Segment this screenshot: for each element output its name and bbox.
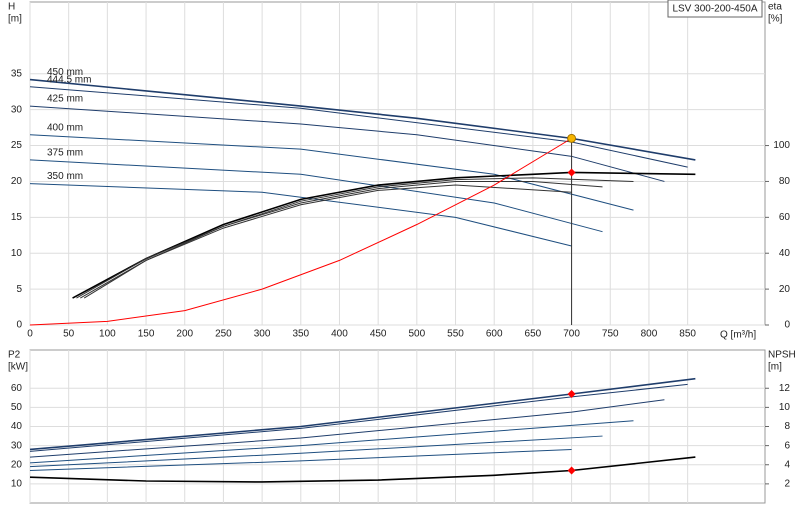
y2-tick-label: 10 <box>779 402 791 413</box>
series-line <box>72 171 696 299</box>
series-line <box>80 180 603 299</box>
y-tick-label: 0 <box>16 320 22 331</box>
title-box <box>667 0 763 18</box>
x-tick-label: 150 <box>138 329 155 340</box>
series-line <box>29 383 688 452</box>
y-tick-label: 30 <box>11 104 23 115</box>
duty-point <box>567 168 576 177</box>
series-line <box>29 435 603 468</box>
x-tick-label: 100 <box>99 329 116 340</box>
x-tick-label: 0 <box>27 329 33 340</box>
y-tick-label: 50 <box>11 402 23 413</box>
x-axis-label: Q [m³/h] <box>720 330 756 341</box>
x-tick-label: 650 <box>525 329 542 340</box>
series-line <box>29 78 696 161</box>
x-tick-label: 400 <box>331 329 348 340</box>
series-line <box>76 177 634 299</box>
y2-axis-label: eta <box>768 2 782 13</box>
x-tick-label: 750 <box>602 329 619 340</box>
duty-point <box>567 389 576 398</box>
y-axis-label: H <box>8 2 15 13</box>
y2-tick-label: 0 <box>784 320 790 331</box>
series-line <box>29 377 696 451</box>
y-tick-label: 25 <box>11 140 23 151</box>
series-line <box>29 448 572 471</box>
series-line <box>29 105 665 182</box>
duty-point <box>567 466 576 475</box>
y-tick-label: 35 <box>11 68 23 79</box>
series-line <box>29 183 572 247</box>
y-tick-label: 60 <box>11 383 23 394</box>
curve-label: 450 mm <box>47 67 83 78</box>
x-tick-label: 550 <box>447 329 464 340</box>
y-tick-label: 20 <box>11 459 23 470</box>
y2-tick-label: 12 <box>779 383 791 394</box>
x-tick-label: 450 <box>370 329 387 340</box>
series-line <box>29 137 572 326</box>
x-tick-label: 700 <box>563 329 580 340</box>
y2-tick-label: 6 <box>784 440 790 451</box>
y2-tick-label: 8 <box>784 421 790 432</box>
y2-tick-label: 40 <box>779 248 791 259</box>
series-line <box>29 86 688 168</box>
y-tick-label: 30 <box>11 440 23 451</box>
y-tick-label: 20 <box>11 176 23 187</box>
y-tick-label: 5 <box>16 284 22 295</box>
y2-tick-label: 80 <box>779 176 791 187</box>
x-tick-label: 800 <box>641 329 658 340</box>
y-axis-label: P2 <box>8 350 21 361</box>
y2-axis-label: NPSH <box>768 350 796 361</box>
y-axis-label: [m] <box>8 14 22 25</box>
y2-tick-label: 20 <box>779 284 791 295</box>
x-tick-label: 850 <box>679 329 696 340</box>
x-tick-label: 250 <box>215 329 232 340</box>
duty-point <box>567 133 577 143</box>
y-tick-label: 10 <box>11 248 23 259</box>
y2-tick-label: 60 <box>779 212 791 223</box>
curve-label: 400 mm <box>47 122 83 133</box>
y2-tick-label: 2 <box>784 479 790 490</box>
series-line <box>29 456 696 483</box>
y2-axis-label: [%] <box>768 14 783 25</box>
series-line <box>29 399 665 458</box>
x-tick-label: 50 <box>63 329 75 340</box>
curve-label: 444.5 mm <box>47 74 91 85</box>
x-tick-label: 300 <box>254 329 271 340</box>
y-tick-label: 40 <box>11 421 23 432</box>
series-line <box>83 184 572 299</box>
plot-area <box>29 1 766 326</box>
x-tick-label: 200 <box>176 329 193 340</box>
curve-label: 425 mm <box>47 94 83 105</box>
y-axis-label: [kW] <box>8 362 28 373</box>
x-tick-label: 500 <box>408 329 425 340</box>
curve-label: 375 mm <box>47 148 83 159</box>
y2-tick-label: 100 <box>773 140 790 151</box>
y-tick-label: 10 <box>11 479 23 490</box>
x-tick-label: 600 <box>486 329 503 340</box>
y2-axis-label: [m] <box>768 362 782 373</box>
series-line <box>29 420 634 464</box>
y2-tick-label: 4 <box>784 459 790 470</box>
curve-label: 350 mm <box>47 171 83 182</box>
y-tick-label: 15 <box>11 212 23 223</box>
x-tick-label: 350 <box>292 329 309 340</box>
chart-title: LSV 300-200-450A <box>672 4 757 15</box>
